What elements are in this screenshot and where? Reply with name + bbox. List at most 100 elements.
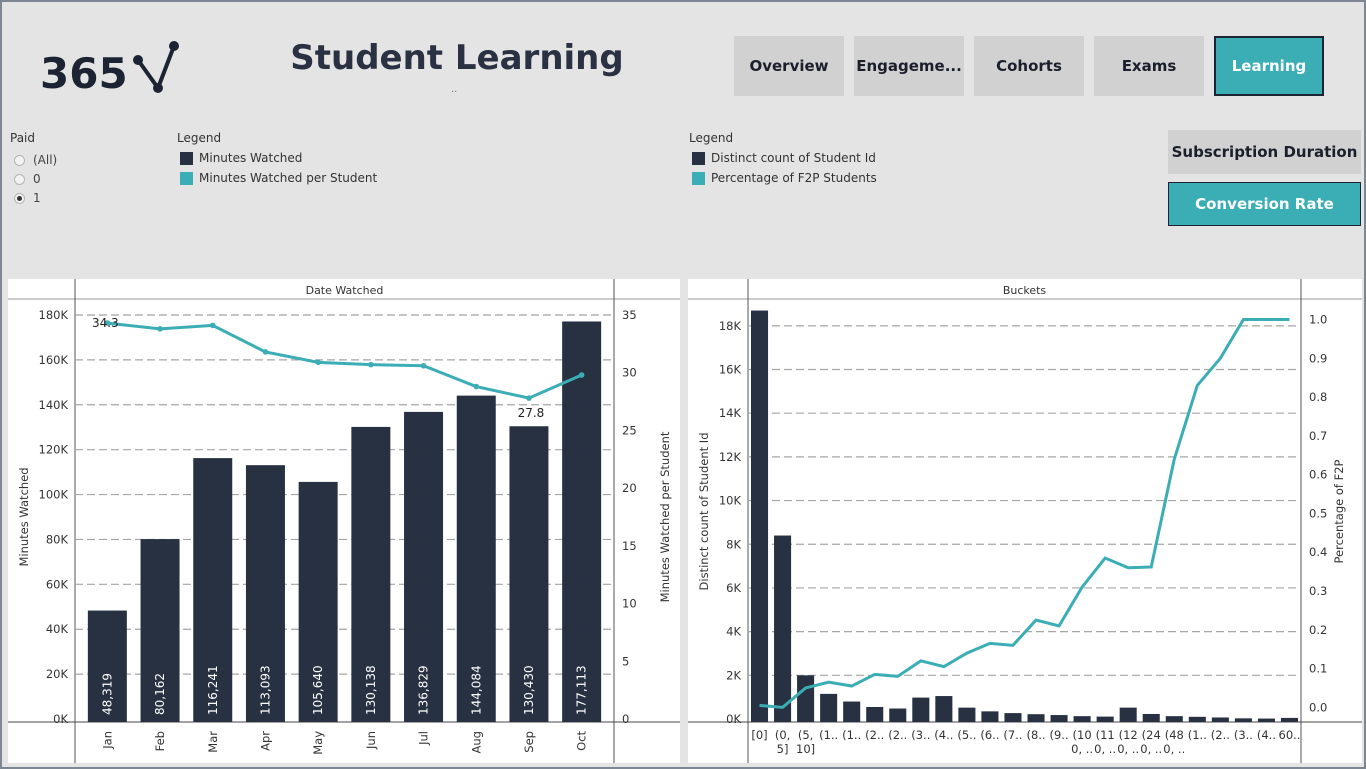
bar: [245, 465, 285, 722]
paid-option-0[interactable]: 0: [14, 172, 41, 186]
y-tick-label: 140K: [39, 398, 69, 412]
bar: [1280, 717, 1299, 722]
series-line: [759, 318, 1290, 709]
y2-axis-title: Percentage of F2P: [1332, 459, 1346, 563]
x-tick-label: (7..: [1003, 728, 1022, 742]
y-tick-label: 14K: [719, 406, 742, 420]
x-tick-label: 0, ..: [1117, 742, 1139, 756]
y2-tick-label: 0.6: [1309, 468, 1327, 482]
conversion-rate-button[interactable]: Conversion Rate: [1168, 182, 1361, 226]
x-tick-label: [0]: [751, 728, 767, 742]
x-tick-label: (5,: [798, 728, 813, 742]
minutes-watched-chart: Date Watched 0K 20K 40K 60K 80K 100K 120K 140K 16…: [8, 279, 680, 763]
x-tick-label: (4..: [1257, 728, 1276, 742]
bar: [958, 707, 976, 722]
x-tick-label: (8..: [1026, 728, 1045, 742]
bar: [1165, 716, 1183, 722]
x-tick-label: (4..: [934, 728, 953, 742]
y-tick-label: 100K: [39, 488, 69, 502]
line-point: [209, 322, 216, 329]
nav-button-cohorts[interactable]: Cohorts: [974, 36, 1084, 96]
y-tick-label: 2K: [726, 668, 741, 682]
y2-tick-label: 35: [622, 308, 637, 322]
bar-value-label: 48,319: [100, 673, 114, 715]
bar-value-label: 116,241: [206, 665, 220, 715]
logo-text: 365: [40, 49, 128, 98]
y-tick-label: 10K: [719, 494, 742, 508]
subscription-duration-button[interactable]: Subscription Duration: [1168, 130, 1361, 174]
line-point: [473, 383, 480, 390]
x-tick-label: (1..: [819, 728, 838, 742]
x-tick-label: May: [311, 731, 325, 755]
x-tick-label: (24: [1142, 728, 1161, 742]
legend-title: Legend: [689, 131, 734, 145]
y2-tick-label: 25: [622, 423, 637, 437]
y-tick-label: 0K: [726, 712, 741, 726]
x-tick-label: 0, ..: [1071, 742, 1093, 756]
x-tick-label: Apr: [258, 731, 272, 751]
chart-header: Buckets: [1003, 284, 1047, 297]
bar: [935, 696, 953, 722]
swatch-icon: [180, 151, 193, 165]
bar: [87, 610, 127, 722]
legend-item[interactable]: Minutes Watched: [180, 151, 302, 165]
y2-tick-label: 1.0: [1309, 313, 1327, 327]
line-point: [420, 362, 427, 369]
x-tick-label: Mar: [206, 731, 220, 753]
nav-button-exams[interactable]: Exams: [1094, 36, 1204, 96]
logo-mark-icon: [136, 45, 176, 93]
line-point: [104, 320, 111, 326]
bar: [912, 697, 930, 722]
paid-option-1[interactable]: 1: [14, 191, 41, 205]
bar: [1050, 715, 1068, 722]
bar: [456, 395, 496, 722]
x-tick-label: (3..: [911, 728, 930, 742]
x-tick-label: (12: [1119, 728, 1138, 742]
x-tick-label: (0,: [775, 728, 790, 742]
y-tick-label: 160K: [39, 353, 69, 367]
legend-item[interactable]: Percentage of F2P Students: [692, 171, 877, 185]
nav-button-learning[interactable]: Learning: [1214, 36, 1324, 96]
swatch-icon: [692, 171, 705, 185]
y-tick-label: 0K: [53, 712, 68, 726]
paid-option-all[interactable]: (All): [14, 153, 57, 167]
y2-tick-label: 0.5: [1309, 506, 1327, 520]
logo-dot-icon: [169, 41, 179, 51]
legend-item[interactable]: Minutes Watched per Student: [180, 171, 377, 185]
y-axis-title: Distinct count of Student Id: [697, 433, 711, 591]
buckets-chart-panel: Buckets 0K 2K 4K 6K 8K 10K 12K 14K 16K 18K 0.0 0.1 0.…: [688, 279, 1362, 763]
y2-tick-label: 0: [622, 712, 629, 726]
nav-button-engagement[interactable]: Engageme...: [854, 36, 964, 96]
radio-icon[interactable]: [14, 173, 25, 185]
radio-icon[interactable]: [14, 154, 25, 166]
bar-value-label: 105,640: [311, 665, 325, 715]
y-tick-label: 80K: [46, 532, 69, 546]
y2-tick-label: 0.0: [1309, 700, 1327, 714]
title-more-indicator[interactable]: ..: [451, 84, 458, 95]
x-tick-label: (5..: [957, 728, 976, 742]
x-tick-label: 5]: [777, 742, 789, 756]
bar: [843, 701, 861, 722]
y2-axis-title: Minutes Watched per Student: [658, 431, 672, 602]
legend-item[interactable]: Distinct count of Student Id: [692, 151, 876, 165]
x-tick-label: 60..: [1279, 728, 1301, 742]
x-tick-label: Jun: [364, 731, 378, 750]
chart-header: Date Watched: [306, 284, 384, 297]
bar: [1096, 716, 1114, 722]
x-tick-label: Oct: [575, 731, 589, 751]
swatch-icon: [180, 171, 193, 185]
line-point: [526, 395, 532, 401]
y-tick-label: 40K: [46, 622, 69, 636]
nav-button-overview[interactable]: Overview: [734, 36, 844, 96]
y-tick-label: 8K: [726, 537, 741, 551]
logo-dot-icon: [133, 55, 143, 65]
y2-tick-label: 10: [622, 597, 637, 611]
y-tick-label: 6K: [726, 581, 741, 595]
y2-tick-label: 0.8: [1309, 390, 1327, 404]
radio-selected-icon[interactable]: [14, 192, 25, 204]
x-tick-label: 0, ..: [1163, 742, 1185, 756]
line-point: [368, 361, 374, 368]
bar: [1211, 717, 1229, 722]
bar: [404, 411, 444, 722]
bar: [1142, 713, 1160, 722]
